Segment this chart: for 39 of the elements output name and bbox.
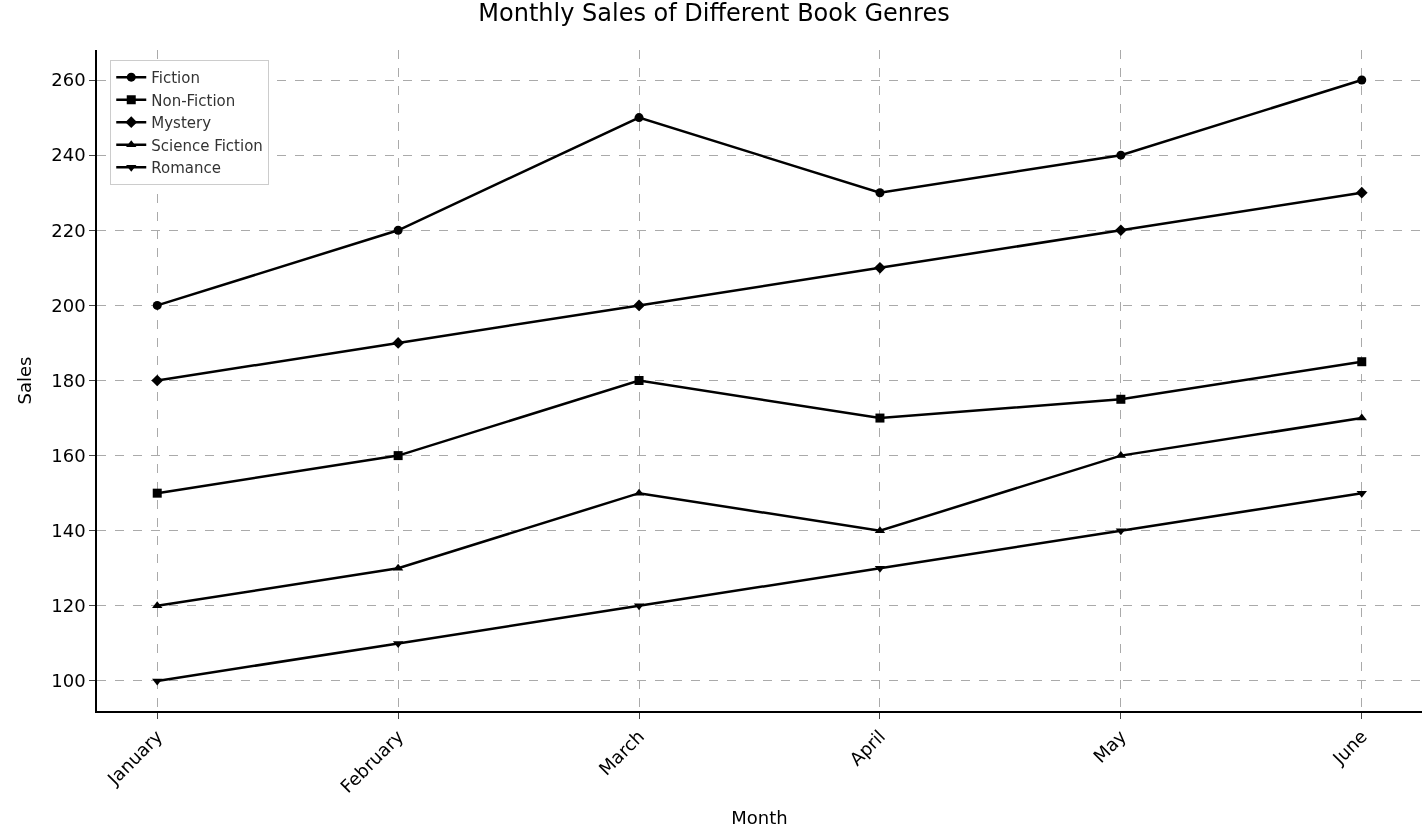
- point: [1356, 490, 1367, 498]
- point: [152, 678, 163, 686]
- point: [875, 188, 885, 198]
- point: [393, 225, 403, 235]
- y-tick-label: 120: [51, 595, 86, 617]
- point: [875, 413, 885, 423]
- y-tick-label: 180: [51, 369, 86, 391]
- point: [152, 300, 162, 310]
- point: [1357, 75, 1367, 85]
- y-tick-label: 100: [51, 670, 86, 692]
- point: [634, 113, 644, 123]
- y-axis-title: Sales: [13, 356, 35, 405]
- legend-label: Non-Fiction: [151, 91, 236, 110]
- point: [633, 299, 645, 312]
- point: [1116, 150, 1126, 160]
- point: [874, 261, 886, 274]
- legend-label: Mystery: [151, 114, 212, 133]
- point: [1356, 413, 1367, 421]
- legend-label: Fiction: [151, 69, 200, 88]
- y-tick-label: 160: [51, 444, 86, 466]
- legend-label: Romance: [151, 159, 221, 178]
- y-tick-label: 140: [51, 520, 86, 542]
- legend-label: Science Fiction: [151, 136, 263, 155]
- y-tick-label: 220: [51, 219, 86, 241]
- point: [1357, 357, 1367, 367]
- point: [634, 376, 644, 385]
- point: [151, 374, 164, 387]
- point: [152, 601, 163, 609]
- point: [152, 488, 162, 498]
- point: [1355, 186, 1368, 199]
- point: [1116, 394, 1126, 404]
- y-tick-label: 260: [51, 69, 86, 91]
- point: [392, 337, 404, 349]
- x-axis-title: Month: [731, 806, 788, 828]
- point: [1115, 224, 1127, 237]
- chart-title: Monthly Sales of Different Book Genres: [478, 0, 950, 27]
- y-tick-label: 240: [51, 144, 86, 166]
- point: [393, 451, 403, 461]
- y-tick-label: 200: [51, 294, 86, 316]
